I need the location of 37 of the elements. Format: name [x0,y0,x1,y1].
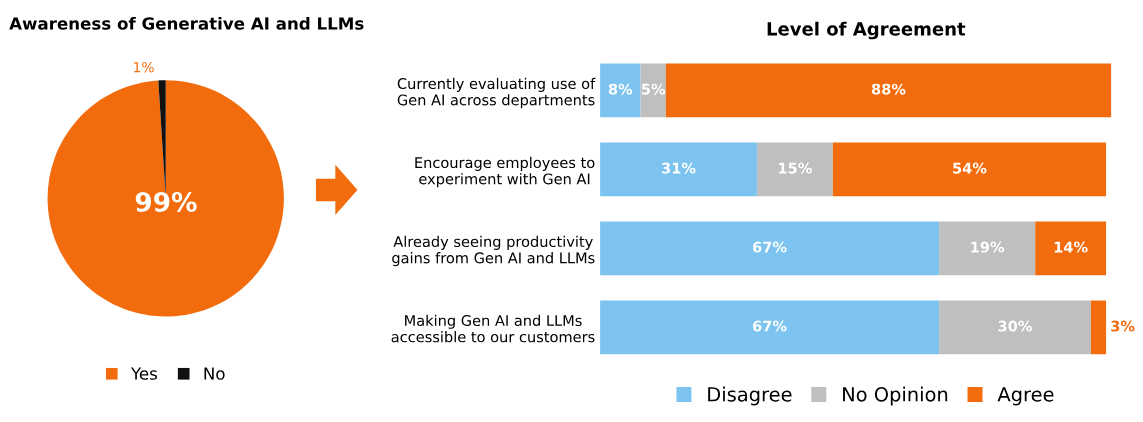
bar [939,221,1036,276]
legend-label: Disagree [708,386,792,406]
data-label: 31% [662,162,696,174]
data-label: 3% [1111,320,1135,332]
data-label: 15% [779,162,812,174]
data-label: 30% [998,320,1032,332]
legend-label: No [204,367,225,380]
bar [1090,300,1107,355]
legend-label: Yes [130,367,158,380]
chart-title: Awareness of Generative AI and LLMs [9,16,364,30]
data-label: 67% [753,241,787,253]
legend-label: No Opinion [843,386,948,406]
bar [832,142,1107,197]
data-label: 67% [753,320,787,332]
bar [1035,221,1107,276]
data-label: 19% [971,241,1005,253]
data-label: 14% [1054,241,1088,253]
data-label: 88% [871,83,906,95]
data-label: 54% [953,162,987,174]
chart-title: Level of Agreement [767,21,966,40]
data-label: 99% [135,191,197,212]
y-tick-label: Encourage employees to experiment with Gen AI [415,156,595,188]
bar [600,221,940,276]
bar [600,63,641,118]
y-tick-label: Currently evaluating use of Gen AI across departments [397,77,596,109]
data-label: 5% [641,83,666,95]
y-tick-label: Making Gen AI and LLMs accessible to our customers [391,314,595,343]
legend-label: Agree [997,387,1054,406]
bar [665,63,1112,118]
y-tick-label: Already seeing productivity gains from Gen AI and LLMs [392,235,595,267]
bar [756,142,833,197]
bar [600,300,940,355]
bar [600,142,757,197]
data-label: 8% [608,83,633,95]
data-label: 1% [134,61,154,73]
bar [939,300,1091,355]
pie-slice [47,80,284,317]
